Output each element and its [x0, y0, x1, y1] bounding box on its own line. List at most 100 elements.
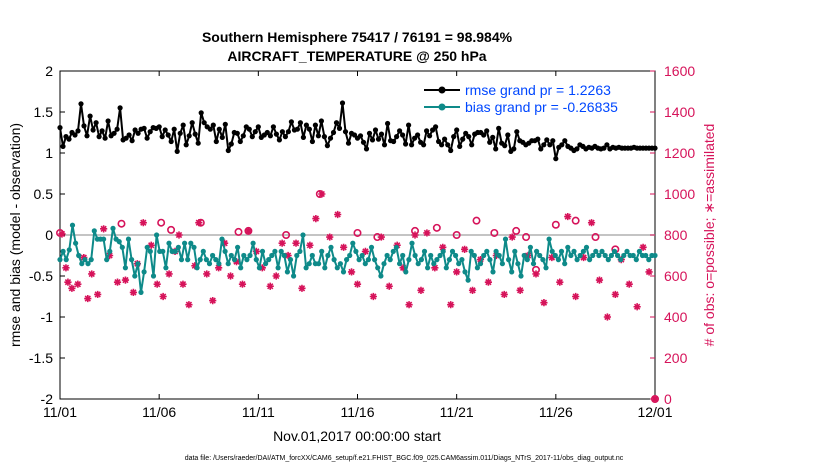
bias-point: [490, 269, 496, 275]
rmse-point: [96, 134, 102, 140]
bias-point: [272, 248, 278, 254]
bias-point: [630, 252, 636, 259]
obs-assimilated-point: [159, 292, 167, 301]
bias-point: [66, 247, 72, 253]
obs-assimilated-point: [540, 299, 548, 307]
bias-point: [524, 257, 530, 263]
bias-point: [496, 252, 502, 259]
y2-tick-label: 800: [664, 227, 688, 243]
rmse-point: [219, 134, 225, 140]
bias-point: [141, 269, 147, 275]
bias-point: [537, 252, 543, 259]
rmse-point: [159, 134, 165, 140]
bias-point: [182, 240, 188, 246]
rmse-point: [213, 138, 219, 145]
obs-assimilated-point: [252, 247, 260, 255]
bias-point: [269, 252, 275, 259]
y2-tick-label: 1000: [664, 186, 695, 202]
rmse-point: [333, 120, 340, 126]
rmse-point: [427, 133, 433, 139]
rmse-point: [132, 127, 138, 133]
bias-point: [235, 244, 241, 250]
rmse-point: [195, 140, 201, 146]
obs-assimilated-point: [580, 253, 588, 262]
bias-point: [418, 257, 424, 263]
bias-point: [652, 252, 658, 259]
obs-assimilated-point: [500, 290, 508, 299]
obs-assimilated-point: [340, 243, 348, 251]
rmse-point: [135, 130, 141, 136]
rmse-point: [201, 120, 207, 126]
bias-point: [160, 248, 166, 254]
bias-point: [250, 240, 256, 246]
rmse-point: [72, 132, 78, 138]
bias-point: [406, 257, 412, 263]
rmse-point: [403, 141, 409, 147]
obs-assimilated-point: [318, 190, 326, 198]
obs-assimilated-point: [639, 243, 647, 251]
rmse-point: [544, 137, 550, 143]
obs-assimilated-point: [587, 219, 596, 227]
rmse-point: [252, 129, 258, 135]
bias-point: [163, 265, 169, 271]
bias-point: [340, 269, 347, 275]
obs-assimilated-point: [645, 268, 653, 276]
obs-assimilated-point: [292, 239, 300, 247]
bias-point: [281, 252, 287, 259]
rmse-point: [463, 130, 469, 136]
rmse-point: [372, 127, 379, 133]
x-tick-label: 11/21: [440, 404, 474, 420]
rmse-point: [60, 143, 66, 149]
obs-assimilated-point: [215, 264, 223, 272]
rmse-point: [93, 120, 99, 126]
chart-title: Southern Hemisphere 75417 / 76191 = 98.9…: [202, 29, 513, 45]
bias-point: [119, 244, 125, 250]
obs-assimilated-point: [238, 280, 247, 288]
y-axis-label: rmse and bias (model - observation): [7, 123, 23, 347]
obs-assimilated-point: [244, 227, 253, 235]
bias-point: [197, 257, 203, 263]
bias-point: [57, 257, 63, 263]
bias-point: [334, 265, 340, 271]
obs-assimilated-point: [625, 280, 633, 288]
bias-point: [309, 252, 315, 259]
rmse-point: [75, 128, 81, 134]
bias-point: [602, 252, 608, 259]
bias-point: [129, 257, 135, 263]
rmse-point: [78, 101, 84, 107]
bias-point: [88, 257, 94, 263]
y2-tick-label: 200: [664, 350, 688, 366]
bias-point: [590, 252, 596, 259]
rmse-point: [381, 142, 388, 148]
obs-assimilated-point: [508, 233, 516, 241]
obs-assimilated-point: [209, 297, 217, 305]
bias-point: [512, 248, 518, 254]
bias-point: [530, 261, 537, 267]
bias-point: [499, 261, 505, 267]
rmse-point: [559, 142, 565, 148]
rmse-point: [126, 132, 132, 138]
bias-point: [403, 269, 409, 275]
x-tick-label: 11/16: [341, 404, 375, 420]
legend: rmse grand pr = 1.2263 bias grand pr = -…: [424, 82, 618, 115]
obs-assimilated-point: [278, 239, 286, 247]
bias-point: [228, 252, 234, 259]
bias-point: [347, 252, 353, 259]
bias-point: [381, 261, 387, 267]
bias-point: [543, 265, 549, 271]
rmse-point: [165, 132, 171, 138]
bias-point: [643, 252, 649, 259]
bias-point: [546, 236, 552, 242]
bias-point: [147, 248, 153, 254]
bias-point: [409, 240, 415, 246]
bias-point: [506, 257, 512, 263]
legend-bias-label: bias grand pr = -0.26835: [465, 99, 618, 115]
bias-point: [596, 252, 602, 259]
bias-point: [194, 265, 200, 271]
bias-point: [599, 248, 605, 254]
bias-point: [287, 257, 294, 263]
obs-assimilated-point: [147, 241, 155, 249]
bias-point: [618, 257, 624, 263]
rmse-point: [306, 126, 312, 132]
